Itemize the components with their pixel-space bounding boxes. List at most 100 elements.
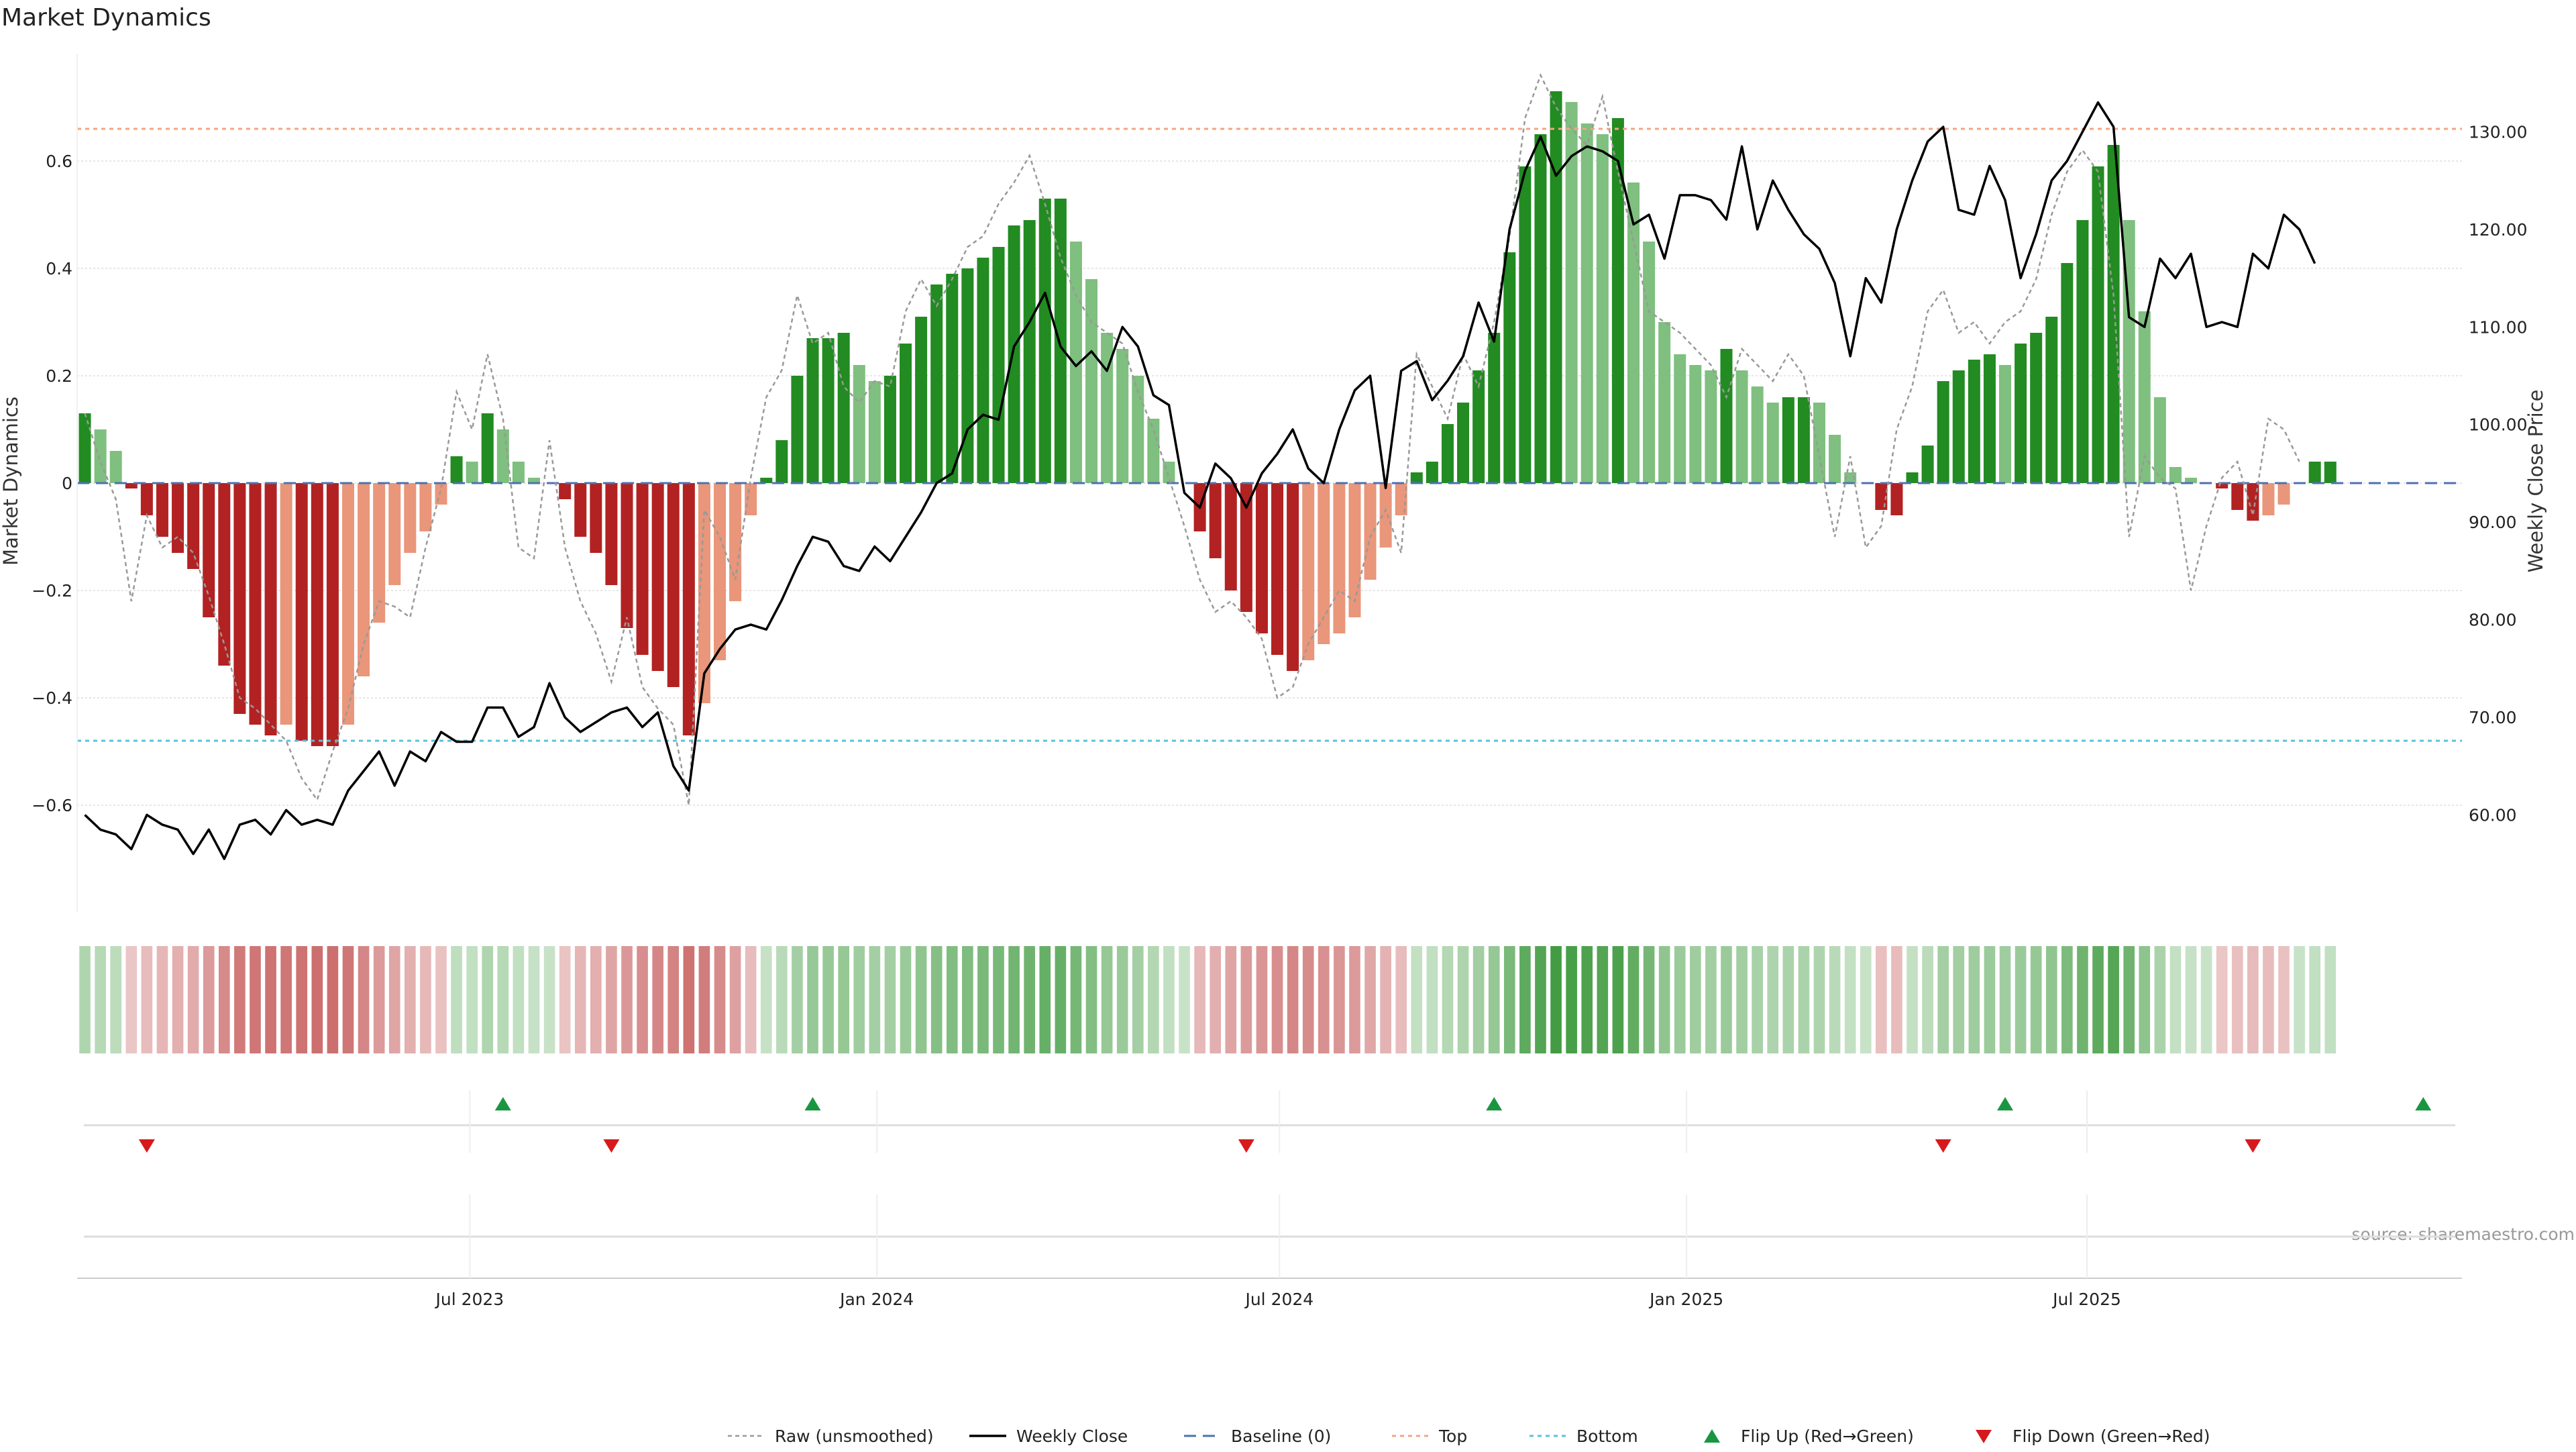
heat-cell xyxy=(977,946,989,1053)
heat-cell xyxy=(792,946,803,1053)
heat-cell xyxy=(2092,946,2104,1053)
md-bar xyxy=(1983,354,1996,483)
y-tick-label-right: 120.00 xyxy=(2469,220,2527,240)
md-bar xyxy=(404,483,417,553)
heat-cell xyxy=(1039,946,1051,1053)
heat-cell xyxy=(2123,946,2135,1053)
heat-cell xyxy=(265,946,276,1053)
legend-label: Weekly Close xyxy=(1016,1427,1128,1446)
heat-cell xyxy=(1488,946,1500,1053)
heat-cell xyxy=(250,946,261,1053)
md-bar xyxy=(1472,370,1485,483)
heat-cell xyxy=(1581,946,1593,1053)
heat-cell xyxy=(342,946,354,1053)
md-bar xyxy=(868,381,881,483)
md-bar xyxy=(218,483,231,666)
heat-cell xyxy=(1070,946,1082,1053)
heat-cell xyxy=(714,946,726,1053)
md-bar xyxy=(1333,483,1346,633)
heat-cell xyxy=(915,946,927,1053)
md-bar xyxy=(1209,483,1222,558)
heat-cell xyxy=(110,946,122,1053)
y-tick-label-right: 130.00 xyxy=(2469,122,2527,142)
md-bar xyxy=(1906,472,1919,483)
y-axis-label-left: Market Dynamics xyxy=(0,397,22,566)
heat-cell xyxy=(1519,946,1531,1053)
legend-label: Raw (unsmoothed) xyxy=(775,1427,934,1446)
x-tick-label: Jul 2023 xyxy=(434,1290,504,1309)
md-bar xyxy=(2015,344,2027,483)
flip-panel xyxy=(77,1090,2462,1279)
heat-cell xyxy=(2278,946,2290,1053)
heat-cell xyxy=(2061,946,2073,1053)
md-bar xyxy=(109,451,122,483)
heat-cell xyxy=(79,946,91,1053)
heat-cell xyxy=(311,946,323,1053)
heat-cell xyxy=(1271,946,1283,1053)
heat-cell xyxy=(1503,946,1515,1053)
md-bar xyxy=(341,483,354,725)
md-bar xyxy=(187,483,200,569)
md-bar xyxy=(1643,242,1656,483)
heat-cell xyxy=(1627,946,1640,1053)
md-bar xyxy=(946,274,959,483)
y-axis-label-right: Weekly Close Price xyxy=(2524,390,2547,573)
md-bar xyxy=(2153,397,2166,483)
flip-down-marker xyxy=(1238,1139,1254,1153)
md-bar xyxy=(373,483,386,623)
heat-cell xyxy=(559,946,571,1053)
heat-cell xyxy=(760,946,772,1053)
heat-cell xyxy=(95,946,106,1053)
heat-cell xyxy=(125,946,138,1053)
heat-cell xyxy=(388,946,400,1053)
flip-up-marker xyxy=(804,1097,821,1110)
heat-cell xyxy=(993,946,1004,1053)
md-bar xyxy=(837,333,850,483)
md-bar xyxy=(1364,483,1377,580)
heat-cell xyxy=(1984,946,1996,1053)
heat-cell xyxy=(327,946,339,1053)
flip-down-marker xyxy=(1935,1139,1951,1153)
y-tick-label-right: 70.00 xyxy=(2469,708,2517,727)
heat-cell xyxy=(1116,946,1128,1053)
y-tick-label-right: 100.00 xyxy=(2469,415,2527,435)
md-bar xyxy=(1085,279,1098,483)
heat-cell xyxy=(606,946,617,1053)
heat-cell xyxy=(2231,946,2243,1053)
md-bar xyxy=(2092,166,2104,483)
heat-cell xyxy=(1318,946,1330,1053)
heat-cell xyxy=(652,946,663,1053)
y-tick-label-left: −0.2 xyxy=(32,581,72,601)
md-bar xyxy=(156,483,168,537)
heat-cell xyxy=(156,946,168,1053)
weekly-close-line xyxy=(84,101,2316,860)
heat-cell xyxy=(869,946,881,1053)
heat-cell xyxy=(1597,946,1609,1053)
heat-cell xyxy=(1798,946,1810,1053)
flip-down-marker xyxy=(603,1139,620,1153)
md-bar xyxy=(1565,102,1578,483)
heat-cell xyxy=(1736,946,1748,1053)
md-bar xyxy=(1689,365,1702,483)
legend-label: Flip Up (Red→Green) xyxy=(1741,1427,1914,1446)
md-bar xyxy=(1302,483,1315,660)
md-bar xyxy=(930,284,943,483)
heat-cell xyxy=(1287,946,1299,1053)
heat-cell xyxy=(451,946,462,1053)
md-bar xyxy=(1534,134,1547,483)
heat-cell xyxy=(435,946,447,1053)
heat-cell xyxy=(1891,946,1902,1053)
heat-cell xyxy=(1658,946,1670,1053)
y-tick-label-right: 60.00 xyxy=(2469,806,2517,825)
md-bar xyxy=(822,338,835,483)
heat-cell xyxy=(1752,946,1763,1053)
md-bar xyxy=(1999,365,2012,483)
md-bar xyxy=(1271,483,1284,655)
bars-layer xyxy=(78,91,2337,746)
md-bar xyxy=(2107,145,2120,483)
y-tick-label-left: 0 xyxy=(62,474,72,493)
md-bar xyxy=(1735,370,1748,483)
heat-cell xyxy=(1085,946,1097,1053)
md-bar xyxy=(1627,183,1640,483)
